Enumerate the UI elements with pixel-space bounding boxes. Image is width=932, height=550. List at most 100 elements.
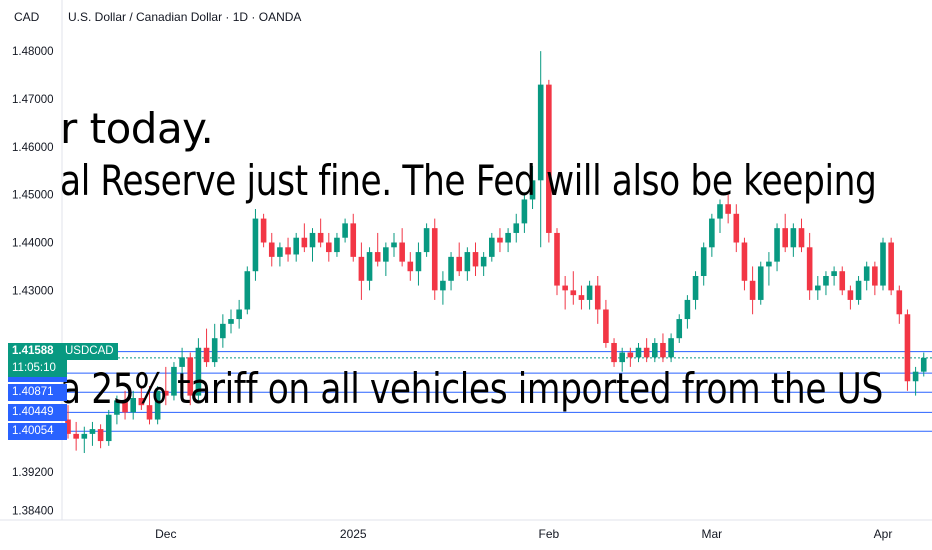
candle-body <box>529 180 536 200</box>
candle-body <box>383 247 389 262</box>
candle-body <box>863 266 870 281</box>
candle-body <box>236 309 242 320</box>
candle-body <box>489 237 495 257</box>
candle-body <box>749 280 756 300</box>
candle-body <box>790 228 797 248</box>
candle-body <box>195 347 202 396</box>
candle-body <box>635 347 642 358</box>
candle-body <box>97 429 104 442</box>
candle-body <box>537 84 544 181</box>
candle-body <box>847 290 854 300</box>
candle-body <box>211 338 218 363</box>
candle-body <box>163 390 169 396</box>
x-tick-label: Feb <box>539 527 560 541</box>
candle-body <box>594 285 601 310</box>
candle-body <box>374 252 381 262</box>
overlay-text-line-1: r today. <box>60 104 214 153</box>
candle-body <box>652 342 658 358</box>
x-tick-label: 2025 <box>340 527 367 541</box>
candle-body <box>73 433 79 439</box>
candle-body <box>896 290 903 315</box>
overlay-text-line-2: al Reserve just fine. The Fed will also … <box>60 156 877 205</box>
y-tick-label: 1.46000 <box>12 142 54 154</box>
candle-body <box>366 252 373 281</box>
candle-body <box>89 429 96 434</box>
level-price-tag: 1.40449 <box>8 403 67 421</box>
candle-body <box>277 247 283 257</box>
candle-body <box>766 261 772 267</box>
candle-body <box>440 280 446 291</box>
candle-body <box>252 218 259 272</box>
candle-body <box>578 295 585 300</box>
candle-body <box>619 352 625 363</box>
countdown-tag: 11:05:10 <box>8 360 67 377</box>
candle-body <box>888 242 894 291</box>
candle-body <box>122 400 128 413</box>
candle-body <box>546 84 552 233</box>
level-price-tag: 1.40054 <box>8 422 67 440</box>
candle-body <box>521 199 528 224</box>
candles <box>65 51 927 454</box>
candle-body <box>741 242 748 281</box>
candle-body <box>334 237 340 253</box>
candle-body <box>171 366 177 396</box>
candle-body <box>464 252 471 272</box>
y-tick-label: 1.48000 <box>12 46 54 58</box>
candle-body <box>497 237 503 243</box>
candle-body <box>611 342 617 363</box>
currency-label: CAD <box>14 10 40 24</box>
symbol-tag: USDCAD <box>61 343 118 360</box>
candle-body <box>692 276 699 300</box>
candle-body <box>456 256 462 272</box>
candle-body <box>244 271 251 310</box>
candle-body <box>823 276 829 286</box>
candle-body <box>570 290 577 296</box>
overlay-text-line-3: a 25% tariff on all vehicles imported fr… <box>60 364 883 413</box>
level-price-tag: 1.40871 <box>8 383 67 401</box>
candle-body <box>904 314 911 382</box>
candle-body <box>505 232 511 243</box>
candle-body <box>709 218 715 248</box>
current-price-tag: 1.41588 <box>8 343 67 360</box>
candle-body <box>114 400 120 415</box>
candle-body <box>423 228 430 253</box>
candle-body <box>309 232 316 248</box>
candle-body <box>831 271 837 276</box>
candle-body <box>872 266 878 286</box>
candle-body <box>757 266 764 300</box>
candle-body <box>798 228 805 248</box>
candle-body <box>228 319 234 324</box>
candle-body <box>855 280 862 300</box>
candle-body <box>880 242 886 286</box>
y-tick-label: 1.44000 <box>12 238 54 250</box>
candle-body <box>187 357 194 396</box>
candle-body <box>839 271 846 291</box>
candle-body <box>399 242 405 262</box>
candle-body <box>806 247 813 291</box>
candle-body <box>774 228 780 262</box>
candle-body <box>301 237 308 248</box>
candle-body <box>725 204 731 214</box>
candle-body <box>912 371 919 382</box>
candle-body <box>130 398 136 413</box>
candle-body <box>65 419 71 434</box>
candle-body <box>513 223 520 233</box>
candle-body <box>684 299 691 320</box>
candle-body <box>146 405 153 420</box>
candle-body <box>554 232 560 286</box>
instrument-title[interactable]: U.S. Dollar / Canadian Dollar · 1D · OAN… <box>68 10 302 24</box>
candle-body <box>643 347 650 358</box>
candle-body <box>326 242 332 253</box>
candle-body <box>203 347 210 363</box>
candle-body <box>676 319 683 339</box>
candle-body <box>815 285 821 291</box>
candle-body <box>268 242 275 257</box>
candle-body <box>154 390 161 420</box>
candle-body <box>391 242 397 248</box>
candle-body <box>431 228 438 291</box>
candle-body <box>920 357 927 372</box>
y-tick-label: 1.39200 <box>12 467 54 479</box>
candle-body <box>700 247 707 276</box>
